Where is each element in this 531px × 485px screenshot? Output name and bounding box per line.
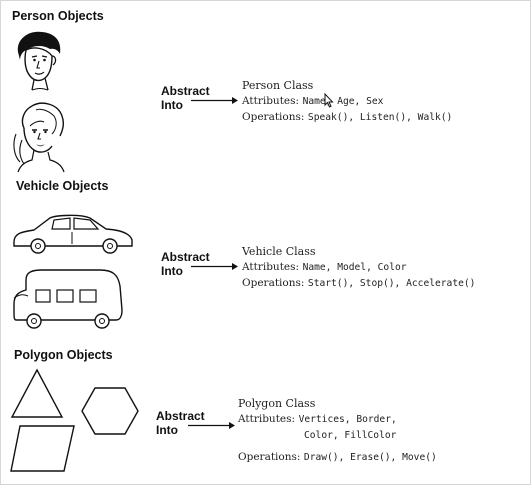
into-text: Into [161,98,183,112]
polygon-class-block: Polygon Class Attributes: Vertices, Bord… [238,396,437,465]
abstract-text: Abstract [161,84,210,98]
into-text: Into [156,423,178,437]
hexagon-icon [81,387,139,435]
vehicle-arrow [191,263,238,270]
polygon-attributes-line1: Vertices, Border, [298,414,397,425]
vehicle-abstract-label: Abstract Into [161,250,210,278]
woman-face-icon [13,102,65,173]
vehicle-objects-heading: Vehicle Objects [16,179,109,193]
parallelogram-icon [10,425,75,472]
person-abstract-label: Abstract Into [161,84,210,112]
polygon-arrow [188,422,235,429]
person-attributes: Name, Age, Sex [302,96,384,107]
person-class-title: Person Class [242,79,314,92]
vehicle-class-block: Vehicle Class Attributes: Name, Model, C… [242,244,475,291]
vehicle-operations: Start(), Stop(), Accelerate() [307,278,476,289]
van-icon [13,269,123,329]
person-objects-heading: Person Objects [12,9,104,23]
polygon-operations-label: Operations: [238,451,301,463]
polygon-class-title: Polygon Class [238,397,316,410]
into-text: Into [161,264,183,278]
mouse-cursor-icon [324,93,334,108]
car-icon [13,214,133,254]
polygon-attributes-line2: Color, FillColor [304,430,397,441]
vehicle-class-title: Vehicle Class [242,245,316,258]
person-class-block: Person Class Attributes: Name, Age, Sex … [242,78,452,125]
polygon-objects-heading: Polygon Objects [14,348,113,362]
person-arrow [191,97,238,104]
vehicle-attributes-label: Attributes: [242,261,300,273]
vehicle-operations-label: Operations: [242,277,305,289]
person-operations: Speak(), Listen(), Walk() [307,112,453,123]
polygon-attributes-label: Attributes: [238,413,296,425]
polygon-abstract-label: Abstract Into [156,409,205,437]
abstract-text: Abstract [156,409,205,423]
vehicle-attributes: Name, Model, Color [302,262,407,273]
abstract-text: Abstract [161,250,210,264]
person-operations-label: Operations: [242,111,305,123]
man-face-icon [17,31,61,91]
person-attributes-label: Attributes: [242,95,300,107]
polygon-operations: Draw(), Erase(), Move() [303,452,437,463]
triangle-icon [10,368,64,418]
